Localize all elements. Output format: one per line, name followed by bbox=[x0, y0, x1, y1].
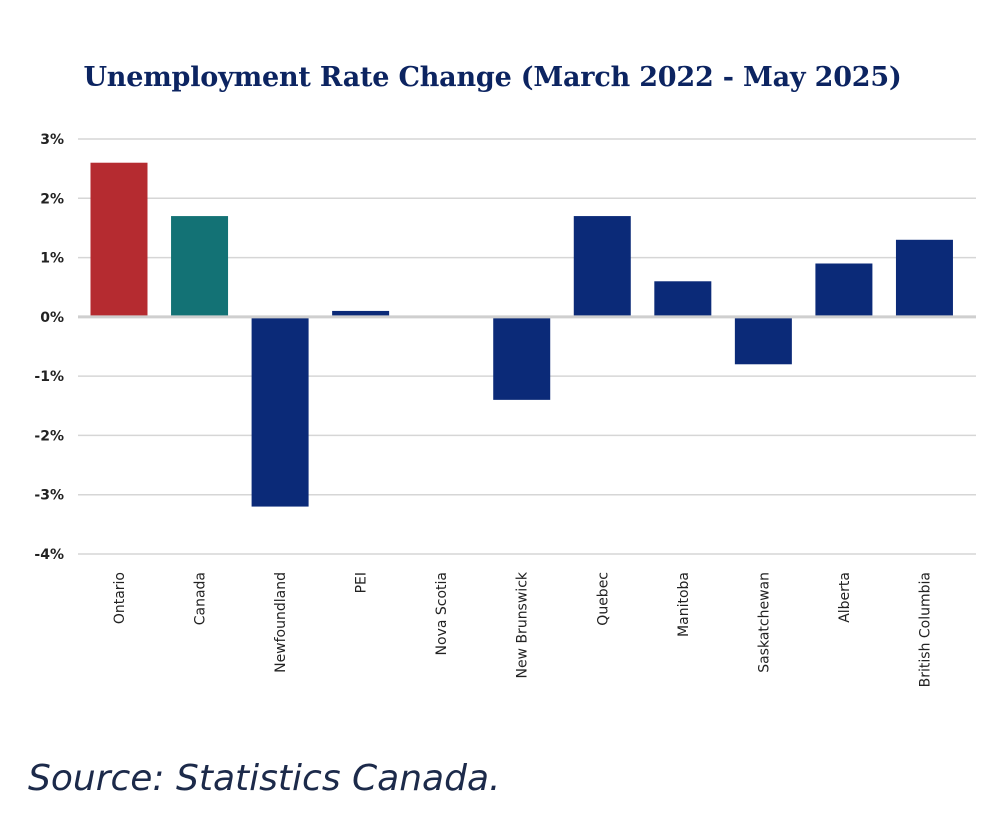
bars bbox=[90, 162, 953, 507]
bar-pei bbox=[332, 310, 390, 317]
x-category-label: British Columbia bbox=[917, 572, 933, 687]
bar-new-brunswick bbox=[493, 316, 551, 400]
x-category-label: Ontario bbox=[112, 572, 128, 624]
y-tick-label: -4% bbox=[34, 547, 64, 563]
bar-ontario bbox=[90, 162, 148, 317]
y-tick-label: -2% bbox=[34, 428, 64, 444]
bar-alberta bbox=[815, 263, 873, 317]
x-category-label: Manitoba bbox=[676, 572, 692, 637]
bar-saskatchewan bbox=[734, 316, 792, 365]
x-category-label: Quebec bbox=[595, 572, 611, 626]
bar-newfoundland bbox=[251, 316, 309, 507]
y-tick-label: 3% bbox=[40, 132, 64, 148]
chart-title: Unemployment Rate Change (March 2022 - M… bbox=[83, 62, 902, 93]
y-tick-label: -3% bbox=[34, 488, 64, 504]
x-category-label: Saskatchewan bbox=[756, 572, 772, 673]
y-tick-label: 1% bbox=[40, 251, 64, 267]
y-tick-label: -1% bbox=[34, 369, 64, 385]
x-category-label: PEI bbox=[354, 572, 370, 593]
y-tick-label: 2% bbox=[40, 191, 64, 207]
y-axis-tick-labels: 3% 2% 1% 0% -1% -2% -3% -4% bbox=[34, 132, 64, 563]
bar-british-columbia bbox=[895, 239, 953, 317]
x-category-label: Newfoundland bbox=[273, 572, 289, 673]
source-note: Source: Statistics Canada. bbox=[28, 758, 501, 799]
x-category-label: New Brunswick bbox=[515, 571, 531, 678]
bar-canada bbox=[171, 216, 229, 317]
x-category-label: Alberta bbox=[837, 572, 853, 623]
bar-quebec bbox=[573, 216, 631, 317]
x-category-label: Nova Scotia bbox=[434, 572, 450, 655]
x-axis-category-labels: Ontario Canada Newfoundland PEI Nova Scotia N… bbox=[112, 571, 933, 687]
y-tick-label: 0% bbox=[40, 310, 64, 326]
bar-manitoba bbox=[654, 281, 712, 317]
x-category-label: Canada bbox=[193, 572, 209, 625]
